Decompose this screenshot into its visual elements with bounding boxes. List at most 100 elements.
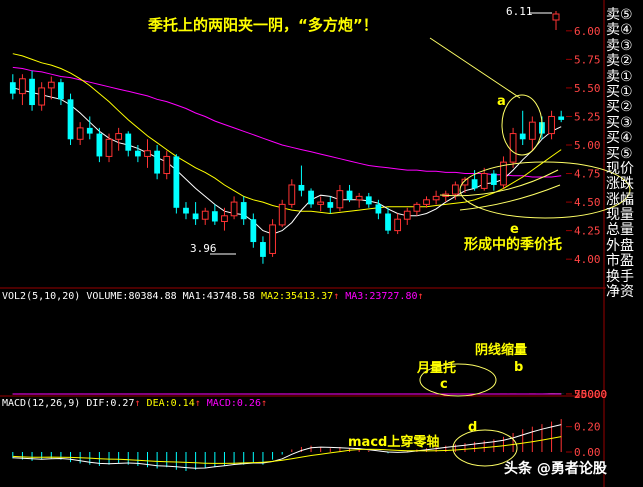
side-item-10[interactable]: 现价 xyxy=(606,160,634,177)
candle-body-up xyxy=(201,210,209,220)
price-tick-label: 5.00 xyxy=(574,139,601,152)
candle-body-up xyxy=(461,178,469,186)
candle-body-up xyxy=(269,224,276,254)
volume-tick-label: 50000 xyxy=(574,388,607,401)
side-item-13[interactable]: 现量 xyxy=(606,207,634,224)
side-item-8[interactable]: 买④ xyxy=(606,130,633,147)
candle-body-down xyxy=(240,202,247,220)
candle-body-up xyxy=(403,210,411,220)
side-item-0[interactable]: 卖⑤ xyxy=(606,7,633,23)
candle-body-up xyxy=(47,81,55,89)
candle-body-up xyxy=(336,190,344,209)
label-b: b xyxy=(514,360,524,375)
ellipse-e xyxy=(459,161,631,219)
candle-body-up xyxy=(278,203,286,226)
price-tick-label: 5.50 xyxy=(574,82,601,95)
side-item-7[interactable]: 买③ xyxy=(606,114,633,131)
candle-body-down xyxy=(250,219,257,243)
side-item-15[interactable]: 外盘 xyxy=(606,237,634,254)
price-tick-label: 5.25 xyxy=(574,110,601,123)
candle-body-down xyxy=(86,127,93,134)
high-candle-body xyxy=(552,13,560,21)
macd-cross-annotation: macd上穿零轴 xyxy=(348,435,440,450)
macd-indicator-header: MACD(12,26,9) DIF:0.27↑ DEA:0.14↑ MACD:0… xyxy=(2,398,267,409)
side-item-4[interactable]: 卖① xyxy=(606,68,633,85)
candle-body-down xyxy=(96,133,103,157)
side-item-12[interactable]: 涨幅 xyxy=(606,191,634,208)
side-item-6[interactable]: 买② xyxy=(606,99,633,116)
side-item-3[interactable]: 卖② xyxy=(606,53,633,70)
ellipse-d xyxy=(452,429,518,467)
ma5-line xyxy=(12,87,562,235)
high-price-label: 6.11 xyxy=(506,5,533,18)
candle-body-up xyxy=(423,199,430,205)
candle-body-up xyxy=(105,138,113,157)
side-item-16[interactable]: 市盈 xyxy=(606,253,634,270)
candle-body-down xyxy=(260,242,266,257)
candle-body-down xyxy=(134,150,141,157)
ellipse-a xyxy=(501,94,543,156)
candle-body-up xyxy=(115,133,123,140)
candle-body-up xyxy=(355,195,363,201)
candle-body-down xyxy=(375,204,382,214)
title-annotation: 季托上的两阳夹一阴，“多方炮”！ xyxy=(148,16,378,34)
side-item-1[interactable]: 卖④ xyxy=(606,22,633,39)
vol-value: VOLUME:80384.88 xyxy=(86,291,177,302)
candle-body-up xyxy=(288,184,296,205)
candle-body-up xyxy=(394,218,402,232)
side-item-14[interactable]: 总量 xyxy=(606,222,634,239)
vol-ma3: MA3:23727.80 xyxy=(345,291,418,302)
low-price-label: 3.96 xyxy=(190,242,217,255)
candle-body-down xyxy=(385,213,391,231)
candle-body-up xyxy=(509,133,517,163)
candle-body-down xyxy=(67,99,74,140)
ma20-line xyxy=(12,66,562,178)
candle-body-down xyxy=(490,173,497,185)
pointer-line-title xyxy=(429,37,521,99)
candle-body-up xyxy=(413,203,421,212)
vol-name: VOL2(5,10,20) xyxy=(2,291,81,302)
dif-line xyxy=(12,424,562,469)
side-item-17[interactable]: 换手 xyxy=(606,268,634,285)
candle-body-up xyxy=(317,201,325,205)
candle-body-down xyxy=(298,184,305,191)
candle-body-up xyxy=(432,195,440,201)
price-tick-label: 4.75 xyxy=(574,168,601,181)
side-item-18[interactable]: 净资 xyxy=(606,284,634,301)
macd-dif: DIF:0.27 xyxy=(86,398,135,409)
watermark: 头条 @勇者论股 xyxy=(504,461,607,477)
ma10-line xyxy=(12,53,562,215)
vol-ma1: MA1:43748.58 xyxy=(182,291,255,302)
candle-body-up xyxy=(163,155,171,175)
candle-body-up xyxy=(144,150,151,157)
candle-body-down xyxy=(125,133,132,151)
candle-body-up xyxy=(548,115,555,135)
label-e: e xyxy=(510,222,519,237)
side-item-2[interactable]: 卖③ xyxy=(606,37,633,54)
candle-body-down xyxy=(183,207,189,214)
candle-body-down xyxy=(519,133,526,140)
candle-body-down xyxy=(308,190,314,205)
candle-body-down xyxy=(346,190,353,200)
candle-body-up xyxy=(451,184,459,195)
macd-tick-label: 0.20 xyxy=(574,421,601,434)
candle-body-down xyxy=(154,150,161,174)
price-tick-label: 5.75 xyxy=(574,53,601,66)
volume-tick-label: 25000 xyxy=(574,388,607,401)
price-tick-label: 4.50 xyxy=(574,196,601,209)
label-c: c xyxy=(440,377,448,392)
side-item-5[interactable]: 买① xyxy=(606,83,633,100)
shrink-volume-annotation: 阴线缩量 xyxy=(475,343,528,358)
price-tick-label: 4.25 xyxy=(574,225,601,238)
candle-body-up xyxy=(528,121,536,140)
label-d: d xyxy=(468,420,478,435)
candle-body-down xyxy=(211,211,218,222)
side-item-11[interactable]: 涨跌 xyxy=(606,176,634,193)
candle-body-down xyxy=(471,179,478,189)
side-item-9[interactable]: 买⑤ xyxy=(606,145,633,162)
label-a: a xyxy=(497,94,506,109)
support-curve-2 xyxy=(459,184,561,211)
month-volume-annotation: 月量托 xyxy=(417,361,457,376)
macd-value: MACD:0.26 xyxy=(206,398,261,409)
